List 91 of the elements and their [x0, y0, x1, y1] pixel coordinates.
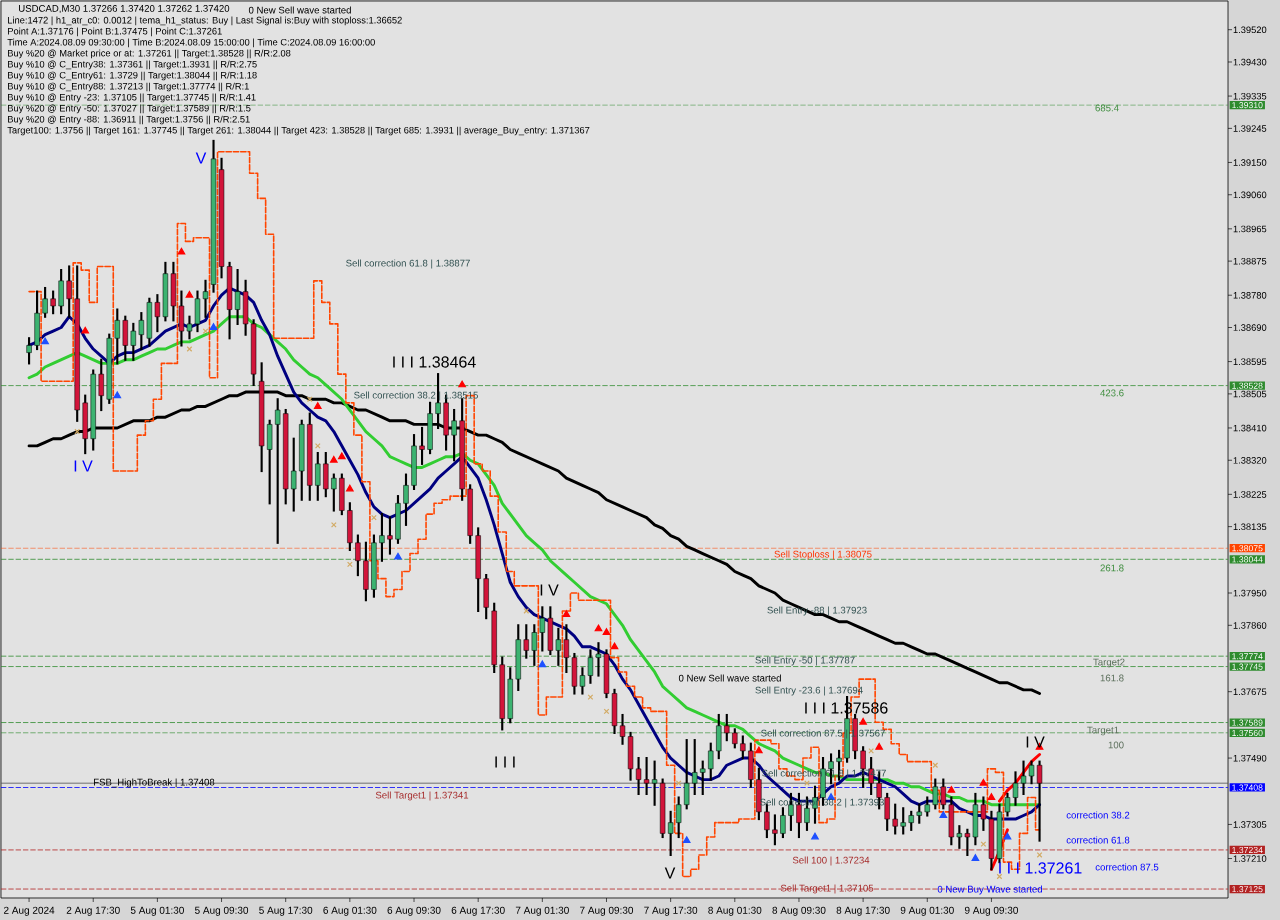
y-tick-label: 1.39060	[1233, 191, 1267, 199]
y-tick-label: 1.39520	[1233, 26, 1267, 34]
x-tick-label: 2 Aug 17:30	[66, 906, 120, 916]
chart-title: USDCAD,M30 1.37266 1.37420 1.37262 1.37420	[19, 5, 230, 13]
ref-line-label: 1.37408	[1232, 784, 1263, 791]
y-tick-label: 1.39150	[1233, 159, 1267, 166]
y-tick-label: 1.38690	[1233, 324, 1267, 331]
y-tick-label: 1.38965	[1233, 225, 1267, 233]
x-tick-label: 7 Aug 17:30	[644, 906, 698, 916]
ref-line-label: 1.37125	[1232, 886, 1263, 893]
x-tick-label: 9 Aug 09:30	[964, 906, 1018, 916]
annotation: Buy %20 @ Market price or at: 1.37261 || Target:1.38528 || R/R:2.08	[8, 49, 291, 59]
annotation: 0 New Buy Wave started	[937, 885, 1043, 895]
annotation: Time A:2024.08.09 09:30:00 | Time B:2024.08.09 15:00:00 | Time C:2024.08.09 16:00:00	[7, 38, 375, 48]
y-tick-label: 1.37305	[1233, 821, 1267, 828]
annotation: I V	[1026, 736, 1045, 748]
annotation: Sell Entry -50 | 1.37787	[755, 656, 855, 666]
annotation: V	[664, 867, 676, 879]
x-tick-label: 7 Aug 01:30	[515, 906, 569, 916]
annotation: Sell Target1 | 1.37105	[780, 884, 874, 894]
y-tick-label: 1.39245	[1233, 125, 1267, 132]
y-tick-label: 1.38410	[1233, 424, 1267, 432]
ref-line-label: 1.38044	[1232, 556, 1263, 563]
annotation: 423.6	[1100, 389, 1124, 397]
x-tick-label: 8 Aug 17:30	[836, 906, 890, 916]
ref-line-label: 1.37589	[1232, 719, 1263, 726]
x-tick-label: 9 Aug 01:30	[900, 906, 954, 916]
annotation: I V	[540, 584, 559, 596]
y-tick-label: 1.38875	[1233, 257, 1267, 265]
annotation: Sell correction 38.2 | 1.38515	[354, 391, 478, 401]
annotation: Sell Stoploss | 1.38075	[774, 550, 872, 560]
y-tick-label: 1.37860	[1233, 622, 1267, 629]
ref-line-label: 1.38075	[1232, 545, 1263, 552]
annotation: 0 New Sell wave started	[248, 6, 351, 14]
annotation: Line:1472 | h1_atr_c0: 0.0012 | tema_h1_status: Buy | Last Signal is:Buy with stoploss:1.36652	[8, 16, 402, 26]
annotation: Sell Target1 | 1.37341	[375, 791, 469, 801]
annotation: I I I 1.38464	[393, 356, 476, 368]
annotation: Buy %20 @ Entry -88: 1.36911 || Target:1.3756 || R/R:2.51	[8, 115, 250, 125]
x-tick-label: 5 Aug 09:30	[194, 906, 249, 916]
y-tick-label: 1.38135	[1233, 523, 1267, 531]
y-tick-label: 1.38505	[1233, 390, 1267, 398]
y-tick-label: 1.37675	[1233, 688, 1267, 696]
x-tick-label: 6 Aug 01:30	[323, 906, 377, 916]
x-tick-label: 5 Aug 01:30	[130, 906, 184, 916]
x-tick-label: 6 Aug 09:30	[387, 906, 441, 916]
annotation: correction 38.2	[1066, 811, 1130, 819]
annotation: correction 87.5	[1095, 863, 1159, 871]
annotation: Target100: 1.3756 || Target 161: 1.37745 || Target 261: 1.38044 || Target 423: 1.38528 || Target 685: 1.3931 || average_Buy_entry: 1.371367	[7, 126, 590, 136]
annotation: 261.8	[1100, 564, 1124, 572]
annotation: Sell Entry -88 | 1.37923	[767, 606, 867, 616]
y-tick-label: 1.37490	[1233, 754, 1267, 762]
x-tick-label: 6 Aug 17:30	[451, 906, 505, 916]
y-tick-label: 1.38595	[1233, 358, 1267, 365]
annotation: Buy %20 @ Entry -50: 1.37027 || Target:1.37589 || R/R:1.5	[8, 104, 251, 114]
y-tick-label: 1.37210	[1233, 855, 1267, 862]
annotation: Buy %10 @ C_Entry88: 1.37213 || Target:1.37774 || R/R:1	[8, 82, 249, 92]
annotation: Sell correction 61.8 | 1.38877	[346, 259, 470, 269]
ref-line-label: 1.37560	[1232, 729, 1263, 737]
annotation: 0 New Sell wave started	[678, 674, 781, 682]
annotation: Point A:1.37176 | Point B:1.37475 | Point C:1.37261	[8, 27, 222, 37]
ref-line-label: 1.38528	[1232, 382, 1263, 389]
annotation: I I I	[495, 756, 515, 768]
annotation: V	[195, 152, 207, 164]
annotation: Sell Entry -23.6 | 1.37694	[755, 686, 863, 696]
annotation: correction 61.8	[1066, 836, 1130, 844]
annotation: Target2	[1093, 658, 1125, 668]
annotation: 685.4	[1095, 104, 1119, 112]
y-tick-label: 1.37950	[1233, 589, 1267, 597]
y-tick-label: 1.38320	[1233, 457, 1267, 464]
ref-line-label: 1.37234	[1232, 846, 1263, 854]
annotation: Buy %10 @ C_Entry38: 1.37361 || Target:1.3931 || R/R:2.75	[8, 60, 257, 70]
x-tick-label: 7 Aug 09:30	[580, 906, 634, 916]
ref-line-label: 1.37745	[1232, 663, 1263, 670]
x-tick-label: 8 Aug 01:30	[708, 906, 762, 916]
y-tick-label: 1.38225	[1233, 491, 1267, 498]
annotation: I V	[74, 460, 93, 472]
y-tick-label: 1.38780	[1233, 292, 1267, 299]
y-tick-label: 1.39335	[1233, 92, 1267, 100]
annotation: Buy %10 @ C_Entry61: 1.3729 || Target:1.38044 || R/R:1.18	[8, 71, 257, 81]
annotation: 100	[1108, 741, 1124, 749]
annotation: FSB_HighToBreak | 1.37408	[94, 778, 215, 788]
annotation: 161.8	[1100, 674, 1124, 682]
x-tick-label: 5 Aug 17:30	[259, 906, 313, 916]
ref-line-label: 1.39310	[1232, 102, 1263, 109]
annotation: Buy %10 @ Entry -23: 1.37105 || Target:1.37745 || R/R:1.41	[8, 93, 256, 103]
x-tick-label: 2 Aug 2024	[3, 906, 55, 916]
annotation: I I I 1.37261	[999, 862, 1082, 874]
x-tick-label: 8 Aug 09:30	[772, 906, 826, 916]
ref-line-label: 1.37774	[1232, 653, 1263, 660]
annotation: Sell 100 | 1.37234	[792, 856, 870, 866]
y-tick-label: 1.39430	[1233, 58, 1267, 66]
